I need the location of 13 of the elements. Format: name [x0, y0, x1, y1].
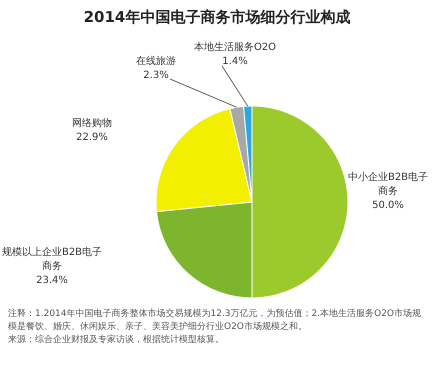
- data-label: 22.9%: [76, 132, 108, 143]
- slice-label: 规模以上企业B2B电子商务: [2, 246, 102, 272]
- data-label: 50.0%: [372, 200, 404, 211]
- slice-label: 中小企业B2B电子商务: [348, 171, 428, 197]
- chart-title: 2014年中国电子商务市场细分行业构成: [84, 8, 350, 26]
- slice-label: 本地生活服务O2O: [194, 41, 276, 53]
- slice-label: 在线旅游: [136, 55, 176, 67]
- source-note: 来源：综合企业财报及专家访谈，根据统计模型核算。: [8, 334, 225, 347]
- slice-label: 网络购物: [72, 117, 112, 129]
- text: 注释：1.2014年中国电子商务整体市场交易规模为12.3万亿元，为预估值；2.本地生活服务O2O市场规模是餐饮、婚庆、休闲娱乐、亲子、美容美护细分行业O2O市场规模之和。: [8, 308, 422, 334]
- data-label: 2.3%: [143, 70, 169, 81]
- data-label: 1.4%: [222, 56, 248, 67]
- data-label: 23.4%: [36, 275, 68, 286]
